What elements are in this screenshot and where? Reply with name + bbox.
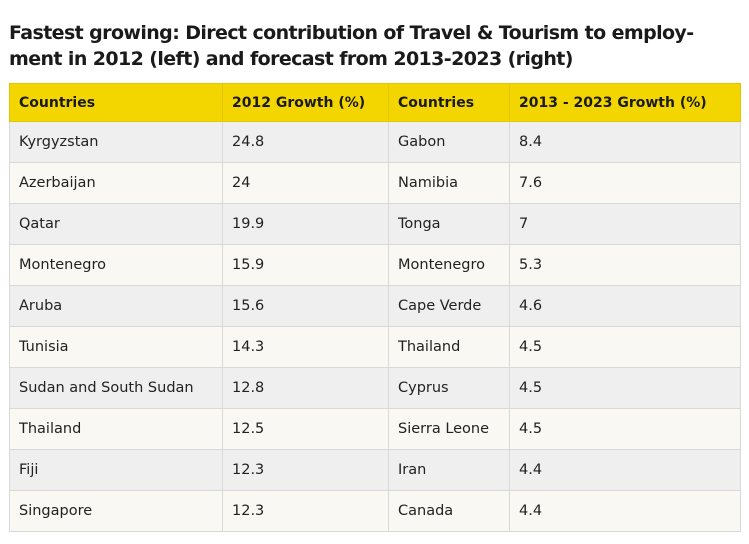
cell-growth-2012: 15.9 (222, 244, 389, 286)
cell-country-2012: Qatar (9, 203, 223, 245)
cell-growth-2012: 15.6 (222, 285, 389, 327)
table-row: Kyrgyzstan 24.8 Gabon 8.4 (9, 121, 741, 163)
table-row: Fiji 12.3 Iran 4.4 (9, 449, 741, 491)
cell-growth-forecast: 4.5 (509, 367, 741, 409)
table-body: Kyrgyzstan 24.8 Gabon 8.4 Azerbaijan 24 Namibi… (9, 121, 741, 532)
cell-growth-2012: 14.3 (222, 326, 389, 368)
cell-country-forecast: Cyprus (388, 367, 510, 409)
cell-growth-2012: 12.5 (222, 408, 389, 450)
cell-growth-2012: 24.8 (222, 121, 389, 163)
cell-growth-forecast: 4.5 (509, 326, 741, 368)
cell-growth-forecast: 8.4 (509, 121, 741, 163)
table-row: Thailand 12.5 Sierra Leone 4.5 (9, 408, 741, 450)
cell-country-2012: Aruba (9, 285, 223, 327)
cell-growth-forecast: 4.4 (509, 449, 741, 491)
cell-country-forecast: Cape Verde (388, 285, 510, 327)
chart-title: Fastest growing: Direct contribution of … (9, 22, 694, 70)
table-row: Qatar 19.9 Tonga 7 (9, 203, 741, 245)
table-row: Tunisia 14.3 Thailand 4.5 (9, 326, 741, 368)
growth-table-container: Countries 2012 Growth (%) Countries 2013… (9, 83, 741, 532)
cell-country-forecast: Thailand (388, 326, 510, 368)
cell-growth-forecast: 7 (509, 203, 741, 245)
cell-country-2012: Azerbaijan (9, 162, 223, 204)
cell-growth-2012: 24 (222, 162, 389, 204)
cell-country-2012: Kyrgyzstan (9, 121, 223, 163)
cell-country-2012: Tunisia (9, 326, 223, 368)
cell-country-2012: Montenegro (9, 244, 223, 286)
cell-growth-2012: 12.3 (222, 490, 389, 532)
cell-country-forecast: Namibia (388, 162, 510, 204)
table-row: Singapore 12.3 Canada 4.4 (9, 490, 741, 532)
cell-country-forecast: Iran (388, 449, 510, 491)
cell-growth-2012: 19.9 (222, 203, 389, 245)
cell-growth-forecast: 7.6 (509, 162, 741, 204)
table-row: Aruba 15.6 Cape Verde 4.6 (9, 285, 741, 327)
cell-country-2012: Thailand (9, 408, 223, 450)
cell-growth-forecast: 4.5 (509, 408, 741, 450)
table-row: Azerbaijan 24 Namibia 7.6 (9, 162, 741, 204)
cell-growth-2012: 12.8 (222, 367, 389, 409)
cell-country-forecast: Tonga (388, 203, 510, 245)
cell-growth-forecast: 5.3 (509, 244, 741, 286)
table-row: Sudan and South Sudan 12.8 Cyprus 4.5 (9, 367, 741, 409)
cell-growth-forecast: 4.6 (509, 285, 741, 327)
header-countries-2012: Countries (9, 83, 223, 122)
header-countries-forecast: Countries (388, 83, 510, 122)
growth-table: Countries 2012 Growth (%) Countries 2013… (9, 83, 741, 532)
table-row: Montenegro 15.9 Montenegro 5.3 (9, 244, 741, 286)
cell-country-forecast: Gabon (388, 121, 510, 163)
cell-growth-forecast: 4.4 (509, 490, 741, 532)
header-growth-2012: 2012 Growth (%) (222, 83, 389, 122)
cell-country-2012: Singapore (9, 490, 223, 532)
table-header-row: Countries 2012 Growth (%) Countries 2013… (9, 83, 741, 122)
cell-country-2012: Fiji (9, 449, 223, 491)
cell-growth-2012: 12.3 (222, 449, 389, 491)
header-growth-forecast: 2013 - 2023 Growth (%) (509, 83, 741, 122)
cell-country-forecast: Sierra Leone (388, 408, 510, 450)
cell-country-forecast: Canada (388, 490, 510, 532)
cell-country-2012: Sudan and South Sudan (9, 367, 223, 409)
cell-country-forecast: Montenegro (388, 244, 510, 286)
